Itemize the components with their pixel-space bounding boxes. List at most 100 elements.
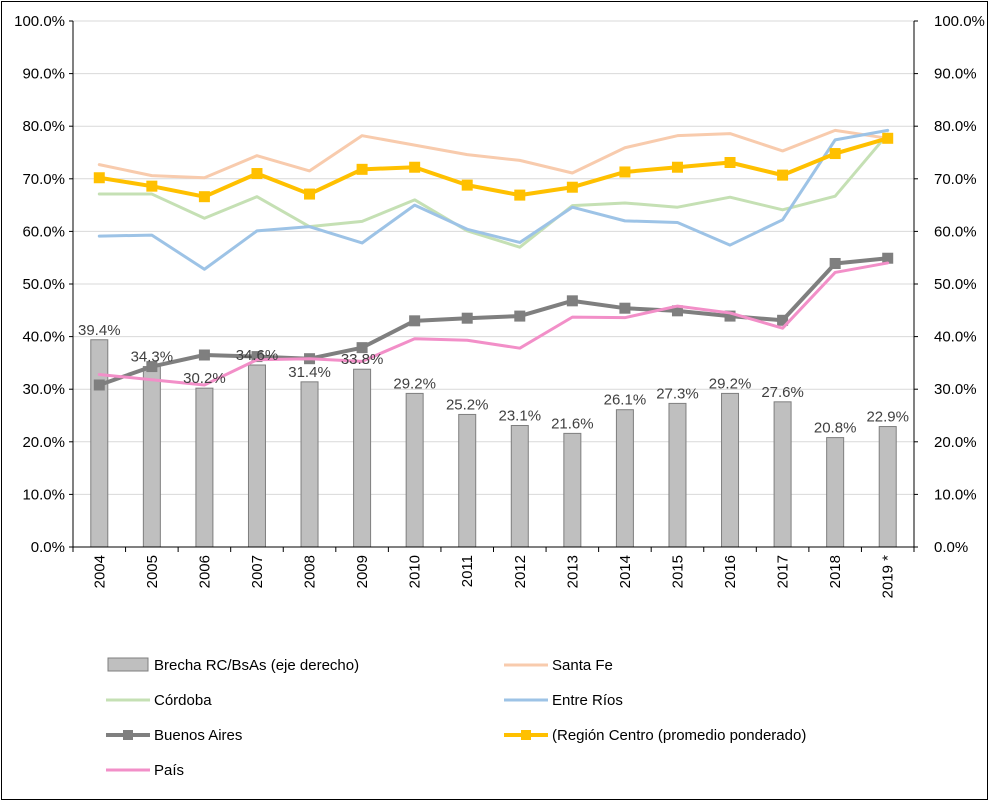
x-tick-label: 2014 [617, 555, 634, 588]
series-marker [514, 310, 526, 322]
y-right-tick-label: 10.0% [934, 486, 977, 503]
bars-brecha [90, 339, 897, 548]
y-right-tick-label: 90.0% [934, 66, 977, 83]
series-marker [356, 342, 368, 354]
bar-brecha [142, 366, 161, 548]
legend-label: Buenos Aires [154, 727, 242, 744]
x-tick-label: 2005 [144, 555, 161, 588]
y-right-tick-label: 100.0% [934, 13, 985, 30]
series-marker [777, 314, 789, 326]
legend-swatch-marker [123, 730, 133, 740]
bar-data-label: 26.1% [604, 392, 647, 409]
series-marker [461, 312, 473, 324]
x-tick-label: 2007 [249, 555, 266, 588]
legend-label: Brecha RC/BsAs (eje derecho) [154, 657, 359, 674]
bar-brecha [300, 381, 319, 548]
legend-item: Córdoba [106, 692, 212, 709]
legend-item: Entre Ríos [504, 692, 623, 709]
bar-data-label: 33.8% [341, 351, 384, 368]
series-marker [619, 302, 631, 314]
y-right-tick-label: 70.0% [934, 171, 977, 188]
series-marker [566, 181, 578, 193]
series-marker [461, 179, 473, 191]
y-left-tick-label: 50.0% [22, 276, 65, 293]
bar-brecha [405, 392, 424, 548]
series-marker [882, 132, 894, 144]
series-marker [198, 191, 210, 203]
bar-brecha [510, 424, 529, 548]
y-left-tick-label: 10.0% [22, 486, 65, 503]
bar-data-label: 22.9% [866, 409, 909, 426]
legend-label: Entre Ríos [552, 692, 623, 709]
y-left-tick-label: 20.0% [22, 434, 65, 451]
series-marker [724, 310, 736, 322]
series-lines [93, 128, 894, 391]
bar-brecha [90, 339, 109, 548]
bar-data-label: 21.6% [551, 415, 594, 432]
bar-brecha [721, 392, 740, 548]
series-marker [619, 166, 631, 178]
series-marker [93, 172, 105, 184]
x-tick-label: 2013 [564, 555, 581, 588]
series-marker [777, 169, 789, 181]
bar-brecha [826, 437, 845, 548]
bar-data-labels: 39.4% 34.3% 30.2% 34.6% 31.4% 33.8% 29.2% 25.2%… [78, 322, 909, 437]
legend-label: Córdoba [154, 692, 212, 709]
series-line-buenos-aires [97, 256, 890, 387]
bar-data-label: 23.1% [499, 407, 542, 424]
legend-item: Santa Fe [504, 657, 613, 674]
series-marker [514, 189, 526, 201]
x-tick-label: 2015 [669, 555, 686, 588]
series-marker [251, 168, 263, 180]
bar-brecha [668, 402, 687, 548]
y-right-tick-label: 50.0% [934, 276, 977, 293]
y-right-tick-label: 30.0% [934, 381, 977, 398]
series-line-país [97, 261, 890, 387]
series-marker [409, 161, 421, 173]
legend-item: Brecha RC/BsAs (eje derecho) [107, 657, 359, 674]
bar-brecha [247, 364, 266, 548]
series-marker [566, 295, 578, 307]
bar-data-label: 30.2% [183, 370, 226, 387]
bar-data-label: 29.2% [709, 375, 752, 392]
series-marker [251, 351, 263, 363]
series-line-córdoba [97, 132, 890, 249]
legend-swatch-bar [107, 657, 149, 672]
bar-data-label: 34.6% [236, 347, 279, 364]
bar-brecha [878, 426, 897, 548]
series-marker [356, 163, 368, 175]
series-line-región-centro-promedio-ponderado [97, 136, 890, 199]
legend-swatch-marker [521, 730, 531, 740]
x-tick-label: 2004 [91, 555, 108, 588]
x-tick-label: 2018 [827, 555, 844, 588]
bar-data-label: 27.6% [761, 384, 804, 401]
x-tick-label: 2017 [775, 555, 792, 588]
bar-brecha [773, 401, 792, 548]
legend-label: (Región Centro (promedio ponderado) [552, 727, 806, 744]
bar-data-label: 29.2% [393, 375, 436, 392]
bar-data-label: 25.2% [446, 396, 489, 413]
series-marker [409, 315, 421, 327]
y-right-tick-label: 80.0% [934, 118, 977, 135]
y-left-tick-label: 40.0% [22, 329, 65, 346]
bar-data-label: 20.8% [814, 420, 857, 437]
x-tick-label: 2011 [459, 555, 476, 587]
series-marker [671, 161, 683, 173]
legend-label: Santa Fe [552, 657, 613, 674]
bar-brecha [353, 368, 372, 548]
series-marker [304, 188, 316, 200]
y-left-tick-label: 70.0% [22, 171, 65, 188]
bar-brecha [615, 409, 634, 548]
legend-item: (Región Centro (promedio ponderado) [504, 727, 806, 744]
y-left-tick-label: 100.0% [14, 13, 65, 30]
x-tick-label: 2006 [196, 555, 213, 588]
legend-item: País [106, 762, 184, 779]
x-tick-label: 2008 [302, 555, 319, 588]
legend-label: País [154, 762, 184, 779]
y-right-tick-label: 40.0% [934, 329, 977, 346]
x-tick-label: 2019 * [880, 555, 897, 599]
series-marker [724, 156, 736, 168]
axes: 0.0% 0.0% 10.0% 10.0% 20.0% 20.0% 30.0% 30.0% 40… [14, 13, 985, 598]
bar-data-label: 31.4% [288, 364, 331, 381]
legend: Brecha RC/BsAs (eje derecho) Santa Fe Córd… [106, 657, 806, 779]
